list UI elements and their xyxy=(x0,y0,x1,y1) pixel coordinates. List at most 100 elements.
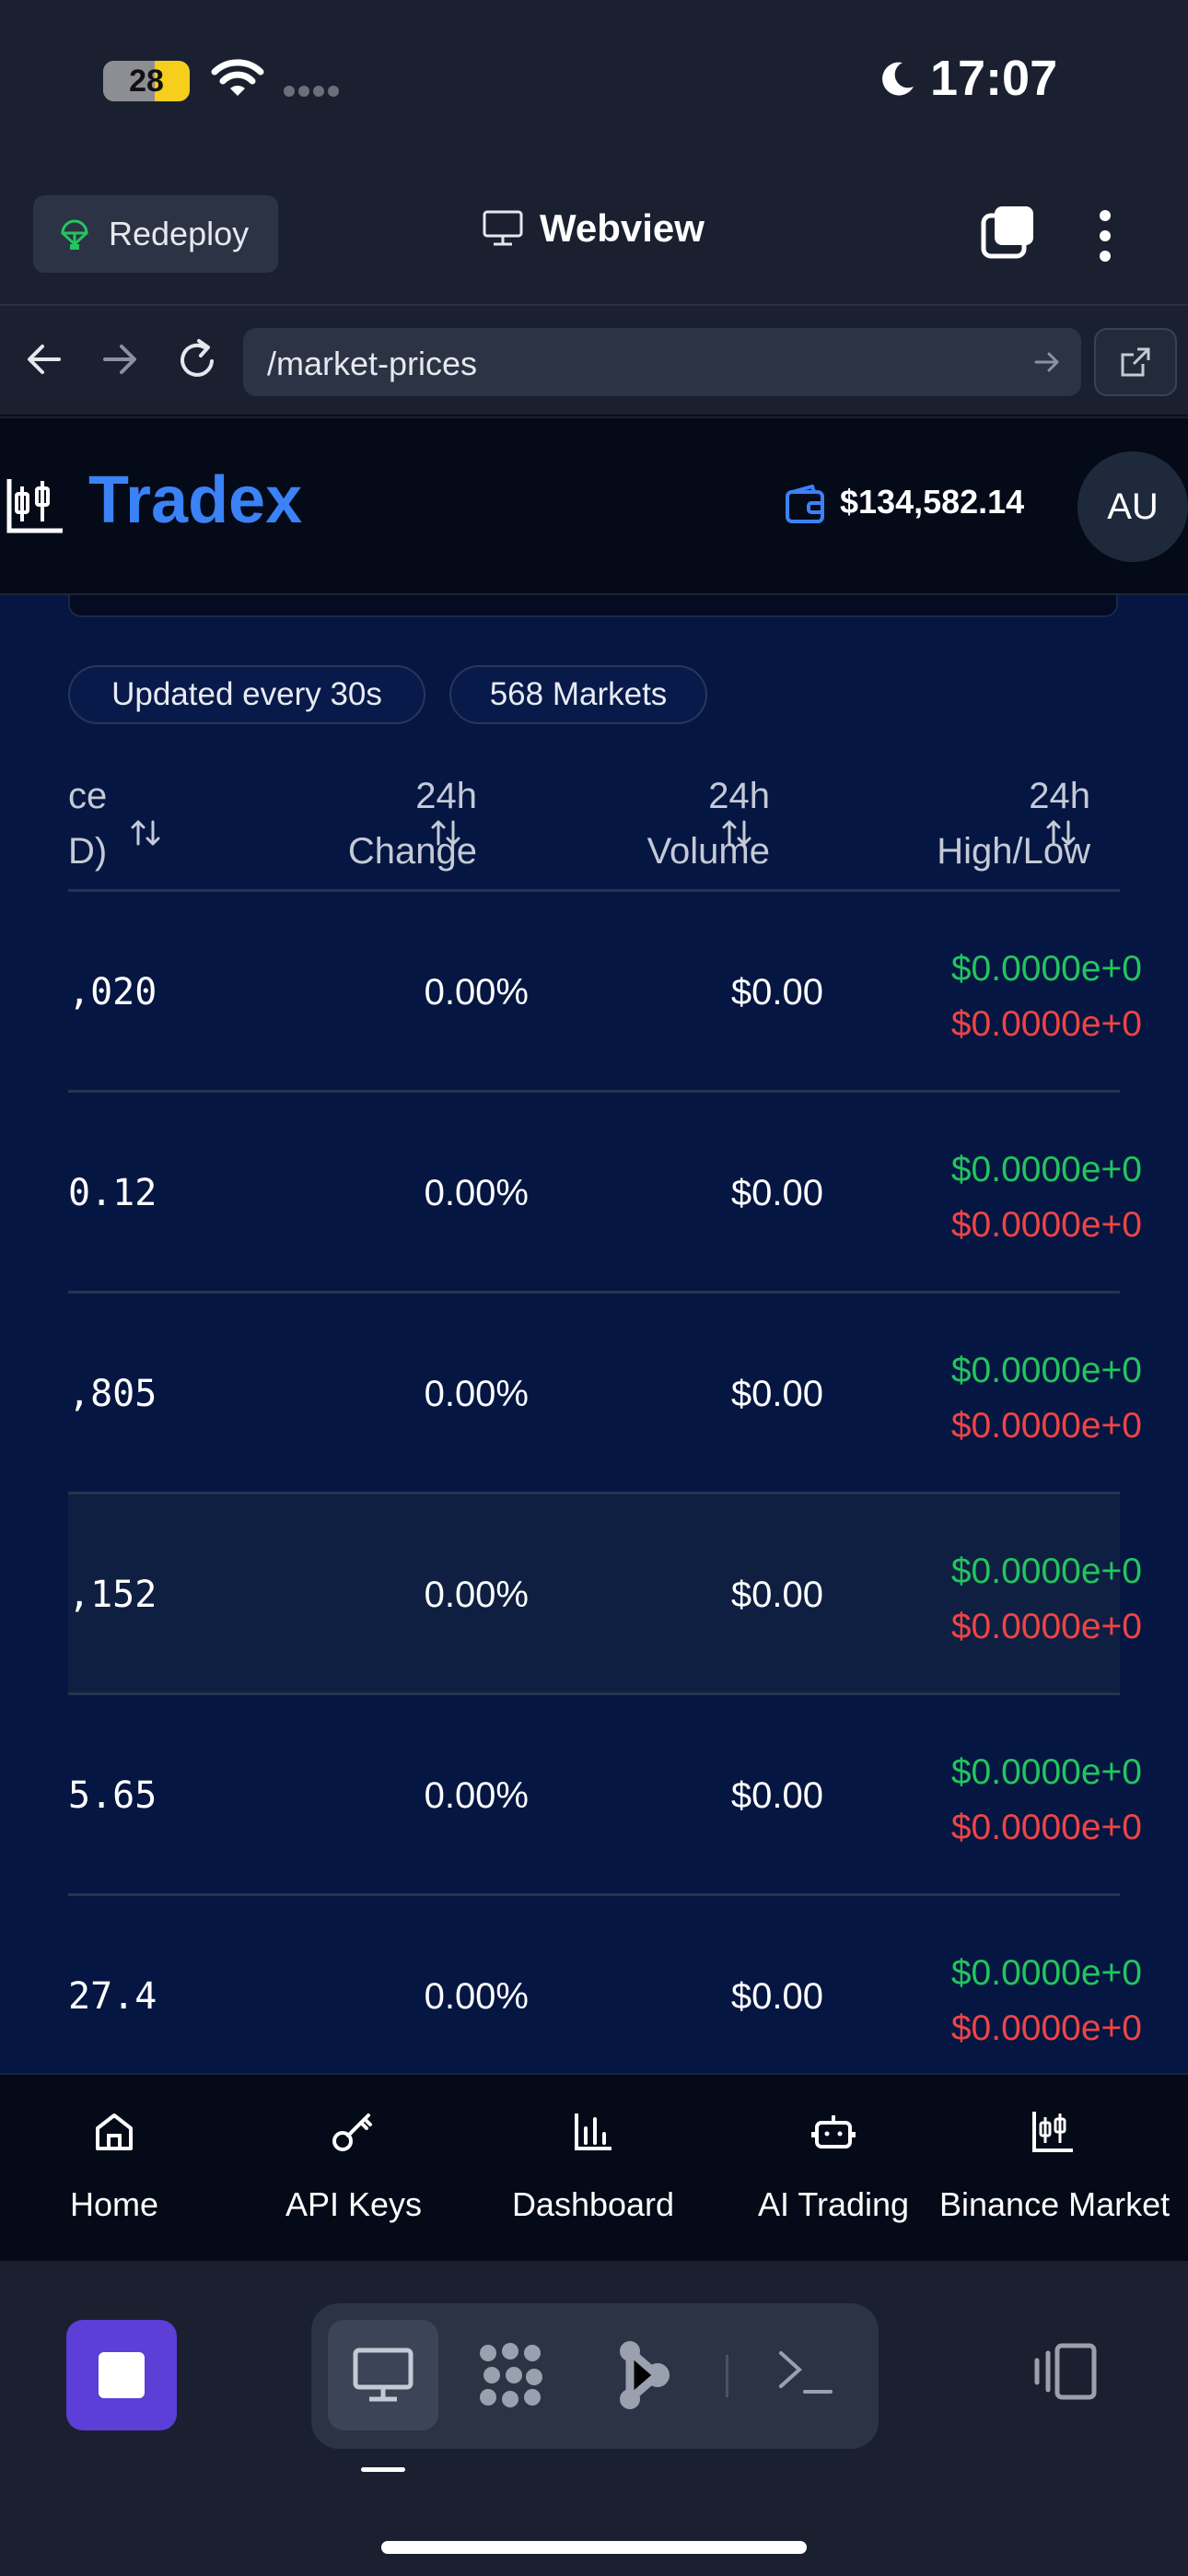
market-prices-content: Updated every 30s 568 Markets ce D) 24h … xyxy=(0,595,1188,2073)
volume-cell: $0.00 xyxy=(730,1775,823,1816)
nav-item-ai-trading[interactable]: AI Trading xyxy=(737,2075,930,2263)
change-cell: 0.00% xyxy=(424,1775,529,1816)
high-low-cell: $0.0000e+0 $0.0000e+0 xyxy=(823,1946,1142,2056)
moon-icon xyxy=(882,62,914,96)
high-value: $0.0000e+0 xyxy=(950,1150,1142,1189)
column-header-change[interactable]: 24h Change xyxy=(347,776,477,872)
nav-item-binance-market[interactable]: Binance Market xyxy=(939,2075,1188,2263)
address-bar-row: /market-prices xyxy=(0,308,1188,416)
browser-toolbar: Redeploy Webview xyxy=(0,166,1188,306)
high-low-cell: $0.0000e+0 $0.0000e+0 xyxy=(823,1142,1142,1253)
sort-icon[interactable] xyxy=(720,816,753,849)
change-cell: 0.00% xyxy=(424,1976,529,2017)
grid-dots-icon[interactable] xyxy=(473,2338,547,2412)
high-low-cell: $0.0000e+0 $0.0000e+0 xyxy=(823,942,1142,1052)
sort-icon[interactable] xyxy=(129,816,162,849)
candlestick-icon xyxy=(1032,2112,1073,2152)
low-value: $0.0000e+0 xyxy=(950,1808,1142,1847)
high-value: $0.0000e+0 xyxy=(950,1752,1142,1792)
high-low-cell: $0.0000e+0 $0.0000e+0 xyxy=(823,1745,1142,1856)
high-low-cell: $0.0000e+0 $0.0000e+0 xyxy=(823,1343,1142,1454)
column-header-price[interactable]: ce D) xyxy=(68,776,108,872)
change-cell: 0.00% xyxy=(424,1173,529,1213)
device-frame-icon[interactable] xyxy=(1030,2342,1098,2401)
brand-logo[interactable]: Tradex xyxy=(88,463,303,537)
bot-icon xyxy=(811,2115,856,2149)
terminal-icon[interactable] xyxy=(777,2346,836,2401)
wallet-icon xyxy=(786,485,824,523)
signal-icon xyxy=(284,85,343,101)
nodes-icon[interactable] xyxy=(617,2338,672,2412)
markets-count-badge: 568 Markets xyxy=(449,665,707,724)
low-value: $0.0000e+0 xyxy=(950,1205,1142,1245)
column-header-high-low[interactable]: 24h High/Low xyxy=(937,776,1090,872)
wallet-balance: $134,582.14 xyxy=(840,483,1025,521)
volume-cell: $0.00 xyxy=(730,1976,823,2017)
home-indicator[interactable] xyxy=(381,2541,807,2554)
monitor-icon xyxy=(483,210,523,246)
sort-icon[interactable] xyxy=(1044,816,1077,849)
volume-cell: $0.00 xyxy=(730,1575,823,1615)
battery-icon: 28 xyxy=(103,61,190,101)
device-toolbar xyxy=(0,2261,1188,2576)
low-value: $0.0000e+0 xyxy=(950,1607,1142,1646)
webview-title: Webview xyxy=(483,206,705,251)
external-link-button[interactable] xyxy=(1094,328,1177,396)
table-row[interactable]: ,805 0.00% $0.00 $0.0000e+0 $0.0000e+0 xyxy=(68,1294,1142,1494)
high-low-cell: $0.0000e+0 $0.0000e+0 xyxy=(823,1544,1142,1655)
column-header-volume[interactable]: 24h Volume xyxy=(646,776,770,872)
monitor-icon xyxy=(353,2348,413,2402)
nav-item-home[interactable]: Home xyxy=(18,2075,210,2263)
stop-button[interactable] xyxy=(66,2320,177,2430)
divider xyxy=(726,2355,728,2397)
volume-cell: $0.00 xyxy=(730,972,823,1013)
table-row-hovered[interactable]: ,152 0.00% $0.00 $0.0000e+0 $0.0000e+0 xyxy=(68,1494,1142,1695)
price-cell: 5.65 xyxy=(68,1774,157,1817)
redeploy-label: Redeploy xyxy=(109,215,250,252)
app-header: Tradex $134,582.14 AU xyxy=(0,418,1188,595)
candlestick-logo-icon xyxy=(6,479,63,533)
low-value: $0.0000e+0 xyxy=(950,2008,1142,2048)
high-value: $0.0000e+0 xyxy=(950,949,1142,989)
home-icon xyxy=(96,2113,133,2150)
high-value: $0.0000e+0 xyxy=(950,1351,1142,1390)
volume-cell: $0.00 xyxy=(730,1374,823,1414)
deploy-icon xyxy=(61,219,88,250)
clock: 17:07 xyxy=(930,51,1058,106)
avatar[interactable]: AU xyxy=(1077,451,1188,562)
table-row[interactable]: ,020 0.00% $0.00 $0.0000e+0 $0.0000e+0 xyxy=(68,892,1142,1093)
url-text: /market-prices xyxy=(267,345,478,382)
high-value: $0.0000e+0 xyxy=(950,1551,1142,1591)
tabs-icon[interactable] xyxy=(980,205,1037,262)
reload-icon[interactable] xyxy=(177,337,219,381)
bar-chart-icon xyxy=(575,2113,611,2150)
high-value: $0.0000e+0 xyxy=(950,1953,1142,1993)
low-value: $0.0000e+0 xyxy=(950,1004,1142,1044)
more-icon[interactable] xyxy=(1096,208,1114,263)
status-bar: 28 17:07 xyxy=(0,0,1188,166)
back-icon[interactable] xyxy=(26,341,63,378)
price-cell: ,152 xyxy=(68,1574,157,1616)
bottom-navigation: Home API Keys Dashboard AI Trading xyxy=(0,2073,1188,2261)
table-row[interactable]: 5.65 0.00% $0.00 $0.0000e+0 $0.0000e+0 xyxy=(68,1695,1142,1896)
sort-icon[interactable] xyxy=(429,816,462,849)
change-cell: 0.00% xyxy=(424,1575,529,1615)
stop-icon xyxy=(99,2352,145,2398)
market-table: ce D) 24h Change 24h Volume 24h H xyxy=(68,768,1142,2073)
url-input[interactable]: /market-prices xyxy=(243,328,1081,396)
change-cell: 0.00% xyxy=(424,972,529,1013)
table-row[interactable]: 27.4 0.00% $0.00 $0.0000e+0 $0.0000e+0 xyxy=(68,1896,1142,2073)
go-arrow-icon[interactable] xyxy=(1033,348,1061,376)
forward-icon[interactable] xyxy=(101,341,138,378)
price-cell: ,805 xyxy=(68,1373,157,1415)
webview-mode-button[interactable] xyxy=(328,2320,438,2430)
active-tab-indicator xyxy=(361,2467,405,2472)
nav-item-api-keys[interactable]: API Keys xyxy=(258,2075,449,2263)
key-icon xyxy=(332,2113,372,2151)
table-header: ce D) 24h Change 24h Volume 24h H xyxy=(68,768,1120,892)
price-cell: ,020 xyxy=(68,971,157,1013)
nav-item-dashboard[interactable]: Dashboard xyxy=(497,2075,689,2263)
table-row[interactable]: 0.12 0.00% $0.00 $0.0000e+0 $0.0000e+0 xyxy=(68,1093,1142,1294)
external-link-icon xyxy=(1121,347,1150,377)
redeploy-button[interactable]: Redeploy xyxy=(33,195,278,273)
